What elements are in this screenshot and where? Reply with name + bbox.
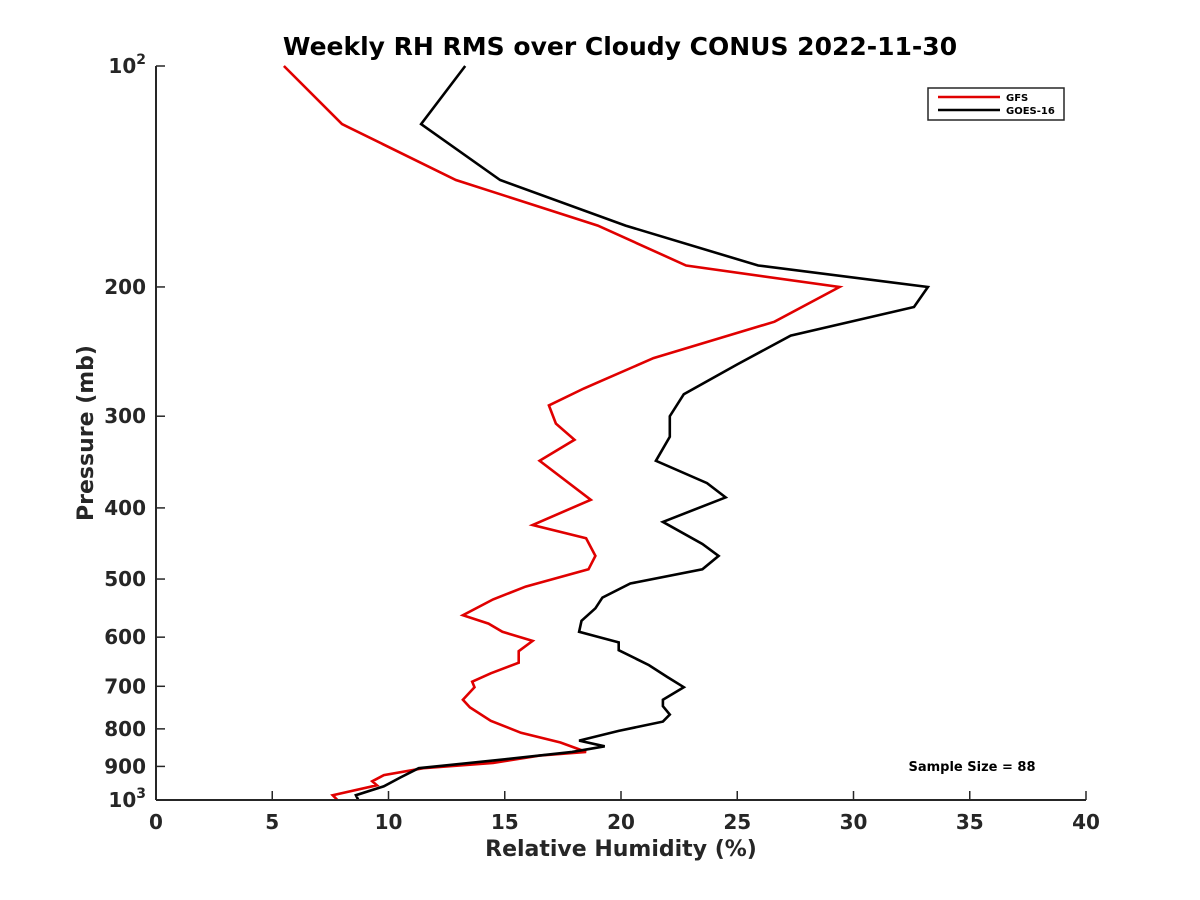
x-tick-label: 15: [491, 810, 519, 834]
legend-label-gfs: GFS: [1006, 93, 1028, 104]
x-tick-label: 25: [723, 810, 751, 834]
y-tick-label: 200: [104, 275, 146, 299]
y-tick-label: 102: [108, 52, 146, 78]
y-tick-label: 300: [104, 404, 146, 428]
y-tick-label: 103: [108, 786, 146, 812]
y-tick-label: 900: [104, 754, 146, 778]
y-tick-label: 400: [104, 496, 146, 520]
legend: GFS GOES-16: [927, 87, 1065, 121]
chart-title: Weekly RH RMS over Cloudy CONUS 2022-11-…: [283, 32, 957, 61]
x-tick-label: 5: [265, 810, 279, 834]
x-tick-label: 40: [1072, 810, 1100, 834]
y-tick-label: 800: [104, 717, 146, 741]
y-axis-ticks: 102 200 300 400 500 600 700 800 900 103: [104, 52, 165, 812]
x-axis-ticks: 0 5 10 15 20 25 30 35 40: [149, 791, 1100, 834]
series-line-goes16: [354, 65, 931, 801]
x-axis-label: Relative Humidity (%): [485, 837, 757, 862]
y-axis-label: Pressure (mb): [74, 345, 99, 521]
x-tick-label: 30: [840, 810, 868, 834]
x-tick-label: 35: [956, 810, 984, 834]
plot-lines: [282, 65, 931, 801]
y-tick-label: 500: [104, 567, 146, 591]
legend-label-goes16: GOES-16: [1006, 106, 1055, 117]
y-tick-label: 700: [104, 674, 146, 698]
sample-size-annotation: Sample Size = 88: [908, 760, 1035, 775]
legend-box: [927, 87, 1065, 121]
x-tick-label: 0: [149, 810, 163, 834]
x-tick-label: 10: [375, 810, 403, 834]
y-tick-label: 600: [104, 625, 146, 649]
x-tick-label: 20: [607, 810, 635, 834]
